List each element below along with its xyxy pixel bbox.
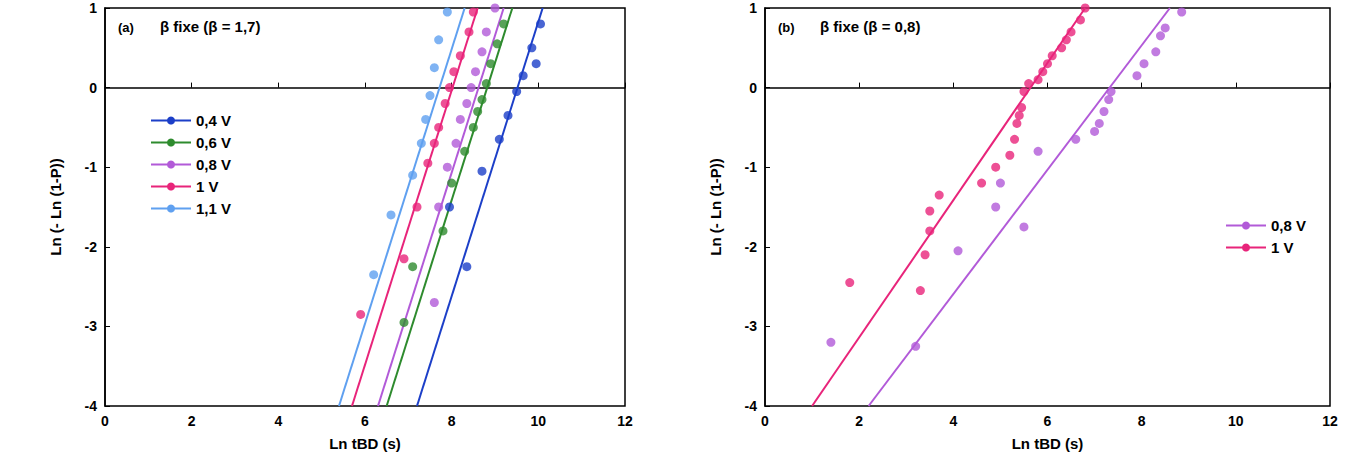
svg-text:1: 1 [749,0,757,16]
svg-text:0,6 V: 0,6 V [196,134,231,151]
svg-text:(a): (a) [118,20,134,35]
svg-text:0: 0 [761,413,769,429]
svg-text:1,1 V: 1,1 V [196,200,231,217]
svg-text:-3: -3 [745,318,758,334]
svg-text:0,4 V: 0,4 V [196,112,231,129]
svg-text:6: 6 [1044,413,1052,429]
svg-text:12: 12 [617,413,633,429]
svg-text:1 V: 1 V [1271,239,1294,256]
svg-text:8: 8 [1138,413,1146,429]
svg-text:0,8 V: 0,8 V [196,156,231,173]
svg-text:12: 12 [1322,413,1338,429]
svg-text:-3: -3 [85,318,98,334]
svg-text:0: 0 [749,80,757,96]
svg-text:0: 0 [89,80,97,96]
svg-text:-2: -2 [85,239,98,255]
svg-text:-4: -4 [745,398,758,414]
svg-text:4: 4 [949,413,957,429]
svg-text:0,8 V: 0,8 V [1271,217,1306,234]
svg-text:Ln tBD (s): Ln tBD (s) [1012,435,1084,452]
svg-text:Ln (- Ln (1-P)): Ln (- Ln (1-P)) [707,158,724,255]
svg-text:2: 2 [855,413,863,429]
svg-text:10: 10 [1228,413,1244,429]
svg-text:-4: -4 [85,398,98,414]
svg-text:Ln tBD (s): Ln tBD (s) [329,435,401,452]
svg-text:2: 2 [188,413,196,429]
svg-text:6: 6 [361,413,369,429]
svg-text:8: 8 [448,413,456,429]
svg-text:10: 10 [531,413,547,429]
svg-text:β fixe (β = 1,7): β fixe (β = 1,7) [160,18,260,35]
svg-text:1 V: 1 V [196,178,219,195]
svg-text:-1: -1 [745,159,758,175]
svg-text:-1: -1 [85,159,98,175]
svg-text:Ln (- Ln (1-P)): Ln (- Ln (1-P)) [47,158,64,255]
svg-text:0: 0 [101,413,109,429]
svg-text:(b): (b) [778,20,795,35]
svg-text:1: 1 [89,0,97,16]
svg-text:-2: -2 [745,239,758,255]
svg-text:4: 4 [274,413,282,429]
svg-text:β fixe (β = 0,8): β fixe (β = 0,8) [820,18,920,35]
